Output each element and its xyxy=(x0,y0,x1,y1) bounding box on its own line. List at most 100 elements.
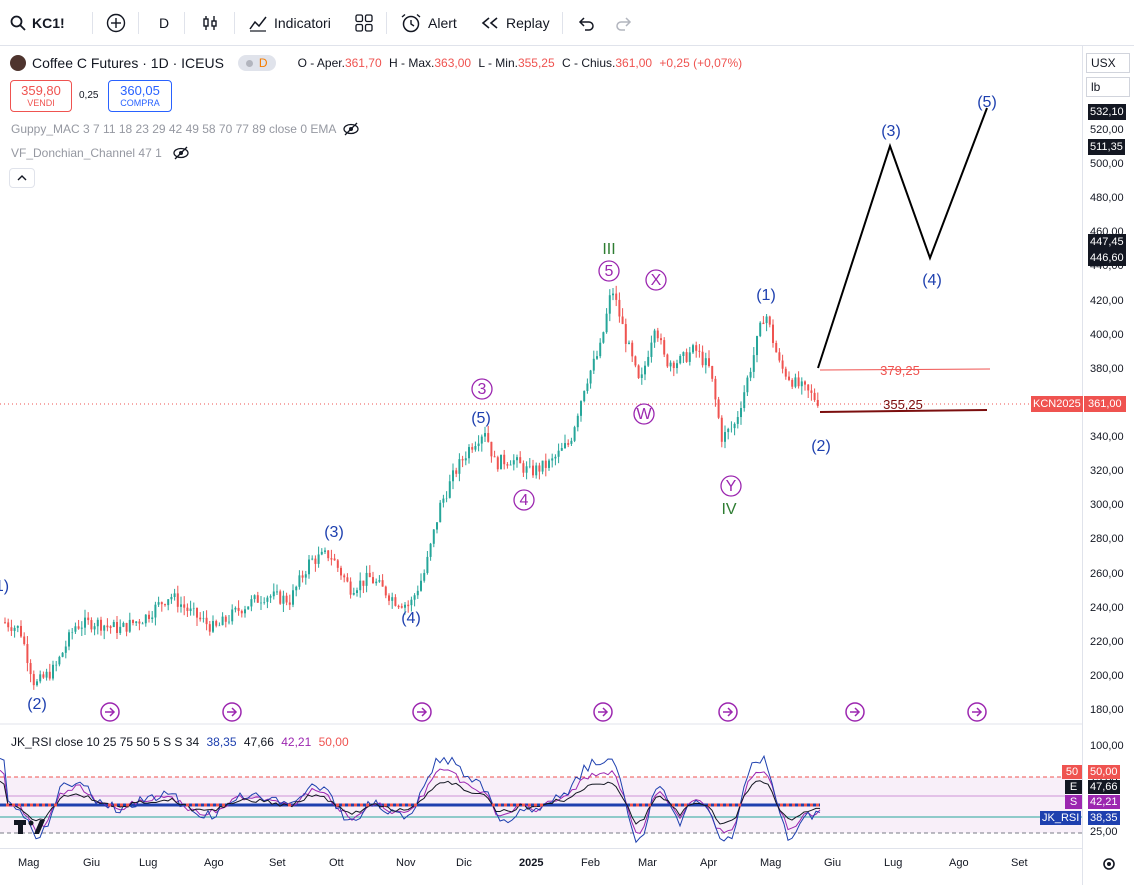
indicators-button[interactable]: Indicatori xyxy=(248,0,331,46)
date-label: Mag xyxy=(18,857,40,869)
wave-circle xyxy=(645,269,667,291)
rsi-tag-e: 47,66 xyxy=(1088,780,1120,794)
event-marker-arrowhead xyxy=(231,707,238,717)
date-label: Ago xyxy=(204,857,224,869)
rsi-line xyxy=(0,754,821,844)
collapse-legend-button[interactable] xyxy=(9,168,35,188)
delay-badge: D xyxy=(237,55,276,71)
wave-label: (4) xyxy=(922,272,942,289)
event-marker-arrowhead xyxy=(602,707,609,717)
wave-circle xyxy=(598,260,620,282)
wave-label: 5 xyxy=(605,263,614,280)
price-chart[interactable]: 379,25 355,25 (2) (3) (4) (5) 3 4 5 III X W Y IV (1) (2… xyxy=(0,46,1082,885)
layouts-button[interactable] xyxy=(355,0,373,46)
redo-button[interactable] xyxy=(615,0,633,46)
rsi-legend: JK_RSI close 10 25 75 50 5 S S 34 38,35 … xyxy=(11,735,349,749)
rsi-tick-label: 25,00 xyxy=(1090,826,1118,838)
price-tick-label: 500,00 xyxy=(1090,158,1124,171)
date-label: 2025 xyxy=(519,857,544,869)
unit-select[interactable]: lb xyxy=(1086,77,1130,97)
event-marker-arrowhead xyxy=(976,707,983,717)
rsi-average-line xyxy=(0,780,821,825)
rsi-tag-s-label: S xyxy=(1065,795,1082,809)
rsi-value-4: 50,00 xyxy=(318,735,349,749)
eye-off-icon[interactable] xyxy=(172,146,190,160)
event-marker-arrowhead xyxy=(421,707,428,717)
projection-path xyxy=(817,107,988,369)
price-tick-label: 480,00 xyxy=(1090,192,1124,205)
symbol-tag: KCN2025 xyxy=(1031,396,1083,412)
price-tick-label: 260,00 xyxy=(1090,567,1124,580)
interval-button[interactable]: D xyxy=(159,0,169,46)
date-label: Set xyxy=(1011,857,1028,869)
rsi-value-1: 38,35 xyxy=(206,735,237,749)
price-tick-label: 520,00 xyxy=(1090,123,1124,136)
replay-button[interactable]: Replay xyxy=(480,0,550,46)
indicator-donchian[interactable]: VF_Donchian_Channel 47 1 xyxy=(11,146,190,160)
date-label: Lug xyxy=(139,857,158,869)
currency-select[interactable]: USX xyxy=(1086,53,1130,73)
price-tick-label: 380,00 xyxy=(1090,362,1124,375)
wave-label: 3 xyxy=(478,381,487,398)
wave-label: Y xyxy=(726,478,737,495)
wave-circle xyxy=(471,378,493,400)
sell-button[interactable]: 359,80 VENDI xyxy=(10,80,72,112)
eye-off-icon[interactable] xyxy=(342,122,360,136)
sell-price: 359,80 xyxy=(21,83,61,98)
date-label: Nov xyxy=(396,857,416,869)
price-tick-label: 240,00 xyxy=(1090,601,1124,614)
last-price-tag: 361,00 xyxy=(1084,396,1126,412)
indicator-guppy[interactable]: Guppy_MAC 3 7 11 18 23 29 42 49 58 70 77… xyxy=(11,122,360,136)
date-label: Feb xyxy=(581,857,600,869)
symbol-search[interactable]: KC1! xyxy=(10,0,65,46)
search-icon xyxy=(10,15,26,31)
alert-label: Alert xyxy=(428,15,457,31)
date-label: Giu xyxy=(824,857,842,869)
price-tick-label: 420,00 xyxy=(1090,294,1124,307)
grid-icon xyxy=(355,14,373,32)
price-tick-label: 320,00 xyxy=(1090,465,1124,478)
undo-button[interactable] xyxy=(577,0,595,46)
rsi-tag-50: 50,00 xyxy=(1088,765,1120,779)
wave-label: IV xyxy=(721,501,736,518)
price-tick-label: 400,00 xyxy=(1090,328,1124,341)
add-symbol-button[interactable] xyxy=(106,0,126,46)
rsi-tick-label: 100,00 xyxy=(1090,740,1124,752)
plus-circle-icon xyxy=(106,13,126,33)
event-marker-arrowhead xyxy=(727,707,734,717)
price-axis[interactable] xyxy=(1082,46,1134,885)
date-label: Ago xyxy=(949,857,969,869)
wave-label: 1) xyxy=(0,578,9,595)
alert-button[interactable]: Alert xyxy=(400,0,457,46)
rsi-value-2: 47,66 xyxy=(243,735,274,749)
replay-label: Replay xyxy=(506,15,550,31)
wave-label: 4 xyxy=(520,492,529,509)
undo-icon xyxy=(578,17,594,31)
rsi-value-3: 42,21 xyxy=(281,735,312,749)
badge-label: D xyxy=(258,56,268,70)
chart-type-button[interactable] xyxy=(200,0,220,46)
date-label: Mag xyxy=(760,857,782,869)
date-label: Giu xyxy=(83,857,101,869)
wave-label: (4) xyxy=(401,610,421,627)
rsi-tag-50-label: 50 xyxy=(1062,765,1082,779)
buy-button[interactable]: 360,05 COMPRA xyxy=(108,80,172,112)
tv-logo-icon xyxy=(14,820,45,834)
chevron-up-icon xyxy=(17,175,27,181)
symbol-label: KC1! xyxy=(32,15,65,31)
level-379-line xyxy=(819,368,991,371)
price-tick-label: 280,00 xyxy=(1090,533,1124,546)
chart-legend: Coffee C Futures · 1D · ICEUS D O - Aper… xyxy=(0,46,1082,196)
event-marker-arrowhead xyxy=(109,707,116,717)
date-label: Mar xyxy=(638,857,657,869)
wave-label: (1) xyxy=(756,287,776,304)
buy-price: 360,05 xyxy=(120,83,160,98)
time-axis[interactable] xyxy=(0,848,1082,885)
settings-button[interactable] xyxy=(1100,855,1118,873)
wave-label: X xyxy=(651,272,662,289)
wave-circle xyxy=(633,403,655,425)
price-tick-label: 340,00 xyxy=(1090,431,1124,444)
rsi-tag-e-label: E xyxy=(1065,780,1082,794)
price-tick-label: 200,00 xyxy=(1090,669,1124,682)
tradingview-logo xyxy=(14,818,46,841)
